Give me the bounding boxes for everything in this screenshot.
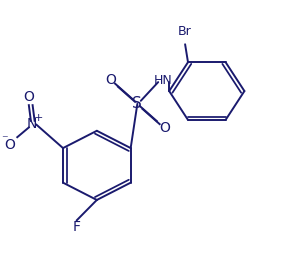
Text: N: N [27, 117, 37, 131]
Text: +: + [33, 113, 43, 123]
Text: O: O [105, 73, 116, 87]
Text: O: O [4, 138, 15, 152]
Text: ⁻: ⁻ [1, 133, 8, 146]
Text: HN: HN [154, 74, 173, 87]
Text: S: S [132, 96, 142, 111]
Text: O: O [159, 121, 170, 135]
Text: O: O [23, 90, 34, 104]
Text: Br: Br [178, 25, 192, 38]
Text: F: F [73, 220, 81, 234]
